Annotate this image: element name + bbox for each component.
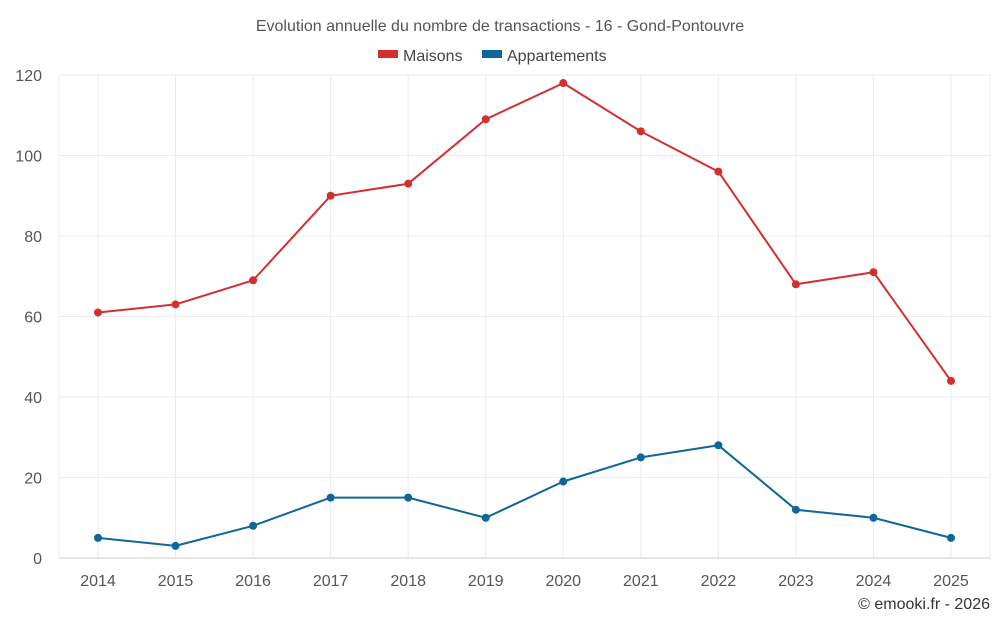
data-point-maisons[interactable] [947, 376, 955, 385]
data-point-appartements[interactable] [559, 477, 568, 486]
x-tick-label: 2022 [701, 573, 737, 590]
x-axis: 2014 2015 2016 2017 2018 2019 2020 2021 2022 2023… [59, 557, 990, 590]
series-line-appartements [97, 444, 952, 547]
y-tick-label: 80 [24, 229, 42, 246]
series [94, 79, 955, 550]
x-tick-label: 2017 [313, 573, 349, 590]
series-maisons [94, 79, 955, 385]
x-tick-label: 2016 [235, 573, 271, 590]
x-tick-label: 2019 [468, 573, 504, 590]
y-tick-label: 40 [24, 390, 42, 407]
data-point-maisons[interactable] [171, 300, 180, 309]
x-tick-label: 2023 [778, 573, 814, 590]
data-point-appartements[interactable] [326, 493, 335, 502]
data-point-appartements[interactable] [171, 541, 180, 550]
data-point-appartements[interactable] [869, 513, 878, 522]
series-line-maisons [97, 82, 952, 382]
x-tick-label: 2024 [856, 573, 892, 590]
data-point-maisons[interactable] [791, 280, 800, 289]
data-point-maisons[interactable] [869, 268, 878, 277]
data-point-appartements[interactable] [249, 521, 258, 530]
y-tick-label: 0 [33, 551, 42, 568]
data-point-maisons[interactable] [404, 179, 413, 188]
data-point-maisons[interactable] [636, 127, 645, 136]
y-tick-label: 60 [24, 310, 42, 327]
data-point-maisons[interactable] [559, 79, 568, 88]
x-tick-label: 2025 [933, 573, 969, 590]
data-point-maisons[interactable] [94, 308, 102, 317]
legend-swatch-maisons [378, 50, 398, 58]
x-tick-label: 2015 [158, 573, 194, 590]
x-tick-label: 2020 [545, 573, 581, 590]
data-point-appartements[interactable] [791, 505, 800, 514]
legend-label-appartements[interactable]: Appartements [507, 48, 607, 65]
data-point-appartements[interactable] [947, 533, 955, 542]
chart-title: Evolution annuelle du nombre de transact… [256, 18, 744, 35]
data-point-maisons[interactable] [481, 115, 490, 124]
grid [58, 74, 991, 558]
data-point-maisons[interactable] [714, 167, 723, 176]
y-tick-label: 20 [24, 471, 42, 488]
data-point-appartements[interactable] [404, 493, 413, 502]
legend-label-maisons[interactable]: Maisons [403, 48, 463, 65]
legend-swatch-appartements [482, 50, 502, 58]
x-tick-label: 2021 [623, 573, 659, 590]
y-axis: 0 20 40 60 80 100 120 [15, 68, 42, 568]
credit-text[interactable]: © emooki.fr - 2026 [858, 596, 990, 613]
x-tick-label: 2018 [390, 573, 426, 590]
y-tick-label: 120 [15, 68, 42, 85]
y-tick-label: 100 [15, 149, 42, 166]
series-appartements [94, 441, 955, 550]
data-point-appartements[interactable] [94, 533, 102, 542]
data-point-maisons[interactable] [326, 191, 335, 200]
legend: Maisons Appartements [378, 48, 607, 65]
x-tick-label: 2014 [80, 573, 116, 590]
data-point-appartements[interactable] [636, 453, 645, 462]
data-point-appartements[interactable] [714, 441, 723, 450]
data-point-appartements[interactable] [481, 513, 490, 522]
data-point-maisons[interactable] [249, 276, 258, 285]
